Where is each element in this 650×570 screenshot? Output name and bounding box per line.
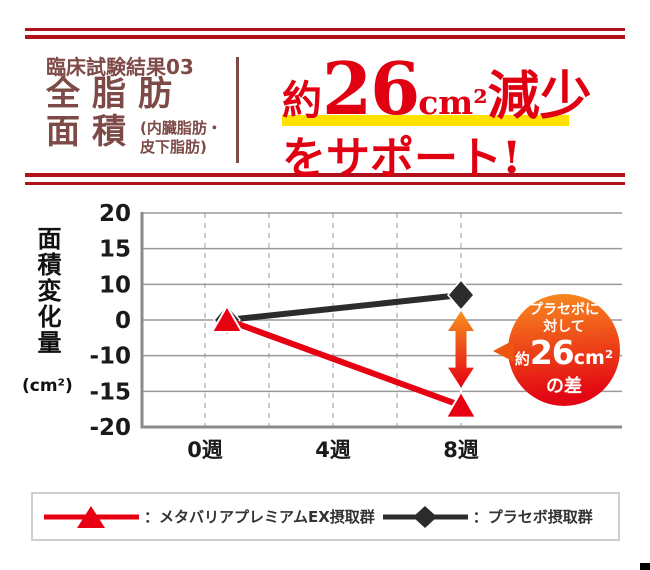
callout-value: 26 [529, 333, 575, 372]
headline-action: 減少 [487, 66, 592, 127]
y-tick-label: 0 [115, 308, 131, 334]
callout-tail-icon [493, 340, 514, 362]
difference-arrow [448, 311, 474, 388]
triangle-marker [210, 303, 244, 333]
line-chart: 20 15 10 0 -10 -15 -20 0週 4週 8週 [89, 201, 622, 462]
title-paren: (内臓脂肪・ 皮下脂肪) [140, 119, 222, 157]
series-line-0 [225, 317, 463, 409]
top-rule-thin [25, 28, 625, 31]
mid-rule-thick [25, 173, 625, 177]
y-axis-unit: (cm²) [22, 376, 73, 396]
legend-item-ex: ：メタバリアプレミアムEX摂取群 [44, 505, 375, 529]
headline-about: 約 [282, 77, 322, 124]
title-paren-line1: (内臓脂肪・ [140, 119, 222, 137]
legend-label-placebo: ：プラセボ摂取群 [472, 508, 593, 526]
x-tick-label: 0週 [187, 438, 223, 462]
callout-value-row: 約 26 cm² [515, 336, 613, 376]
legend-box: ：メタバリアプレミアムEX摂取群 ：プラセボ摂取群 [31, 492, 620, 541]
title-paren-line2: 皮下脂肪) [140, 138, 207, 156]
x-tick-label: 4週 [315, 438, 351, 462]
title-line2-row: 面積 (内臓脂肪・ 皮下脂肪) [46, 114, 222, 157]
callout-value-about: 約 [514, 350, 530, 368]
mid-rule-thin [25, 182, 625, 185]
legend-black-line-diamond-icon [382, 505, 468, 528]
legend-label-ex: ：メタバリアプレミアムEX摂取群 [144, 508, 375, 526]
callout-line4: の差 [546, 376, 582, 397]
title-line1: 全脂肪 [46, 74, 184, 114]
legend-item-placebo: ：プラセボ摂取群 [382, 505, 593, 529]
yellow-underline [282, 115, 569, 126]
headline-unit: cm² [418, 83, 488, 122]
y-tick-label: -10 [89, 344, 131, 370]
y-tick-label: -20 [89, 415, 131, 441]
headline-line2: をサポート! [282, 133, 522, 184]
x-tick-label: 8週 [443, 438, 479, 462]
title-line2: 面積 [46, 112, 138, 152]
callout-line1: プラセボに [529, 302, 599, 318]
y-tick-label: 20 [99, 201, 131, 227]
headline-number: 26 [322, 46, 420, 131]
legend-red-line-triangle-icon [44, 505, 139, 528]
diamond-marker [447, 278, 475, 312]
y-tick-label: 15 [99, 237, 131, 263]
y-axis-title: 面積変化量 [33, 226, 61, 356]
callout-line2: 対して [543, 319, 585, 335]
top-rule-thick [25, 35, 625, 39]
callout-value-unit: cm² [573, 347, 614, 369]
y-tick-label: 10 [99, 272, 131, 298]
headline-line1: 約 26 cm² 減少 [282, 46, 592, 131]
corner-mark [640, 563, 650, 570]
y-tick-label: -15 [89, 379, 131, 405]
triangle-marker [444, 389, 478, 419]
series-line-1 [226, 292, 462, 323]
kicker-text: 臨床試験結果03 [46, 55, 194, 79]
difference-callout: プラセボに 対して 約 26 cm² の差 [493, 294, 620, 406]
header-divider [236, 57, 239, 163]
